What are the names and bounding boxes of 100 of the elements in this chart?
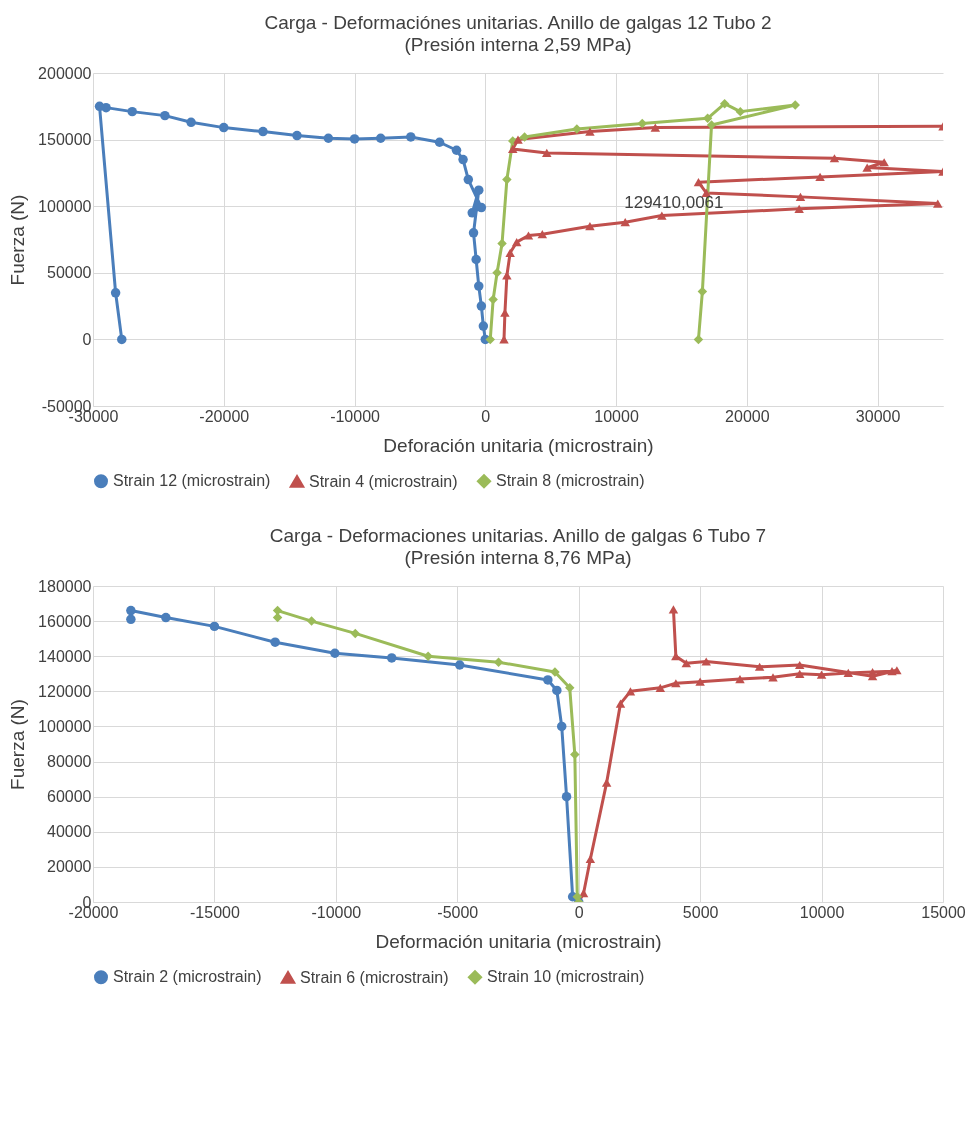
point xyxy=(127,106,137,117)
point xyxy=(879,158,889,167)
point xyxy=(160,110,170,121)
y-tick-label: 0 xyxy=(82,330,92,348)
x-tick-label: 0 xyxy=(481,407,491,425)
x-tick-label: 10000 xyxy=(799,903,845,921)
point xyxy=(126,605,136,616)
point xyxy=(815,172,825,181)
legend-label: Strain 8 (microstrain) xyxy=(496,472,645,490)
point xyxy=(454,660,465,670)
point xyxy=(637,118,647,129)
point xyxy=(719,98,730,109)
point xyxy=(585,854,596,864)
point xyxy=(292,130,302,141)
point xyxy=(117,334,127,345)
point xyxy=(794,660,805,670)
x-axis-title: Deformación unitaria (microstrain) xyxy=(375,930,662,952)
point xyxy=(735,106,746,117)
y-axis-title: Fuerza (N) xyxy=(7,194,29,286)
point xyxy=(476,301,487,311)
point xyxy=(492,268,502,278)
y-tick-label: 140000 xyxy=(38,647,92,665)
x-tick-label: -15000 xyxy=(190,903,240,921)
x-tick-label: -20000 xyxy=(199,407,250,425)
point xyxy=(270,637,280,647)
legend-label: Strain 2 (microstrain) xyxy=(113,968,262,986)
legend-label: Strain 6 (microstrain) xyxy=(300,968,449,986)
point xyxy=(523,231,534,240)
point xyxy=(701,657,711,666)
point xyxy=(386,653,397,663)
legend-label: Strain 12 (microstrain) xyxy=(113,472,271,490)
point xyxy=(468,228,479,238)
point xyxy=(488,294,498,305)
point xyxy=(657,211,667,220)
point xyxy=(585,222,595,231)
point xyxy=(451,145,462,155)
point xyxy=(681,659,692,668)
point xyxy=(330,648,340,658)
point xyxy=(706,120,717,130)
point xyxy=(478,321,489,331)
y-axis-title: Fuerza (N) xyxy=(7,699,29,790)
point xyxy=(375,133,386,143)
point xyxy=(434,137,445,147)
point xyxy=(209,621,220,632)
point xyxy=(323,133,334,143)
point xyxy=(601,778,612,787)
point xyxy=(655,683,666,692)
point xyxy=(519,132,530,142)
y-tick-label: 60000 xyxy=(47,788,92,806)
point xyxy=(585,127,595,136)
point xyxy=(735,674,745,684)
y-tick-label: 120000 xyxy=(38,682,92,700)
x-tick-label: 5000 xyxy=(682,903,719,921)
point xyxy=(406,132,416,142)
legend-label: Strain 10 (microstrain) xyxy=(487,968,645,986)
chart-subtitle: (Presión interna 2,59 MPa) xyxy=(404,34,632,55)
point xyxy=(474,281,484,291)
point xyxy=(161,612,171,623)
y-tick-label: 200000 xyxy=(38,64,92,82)
legend-label: Strain 4 (microstrain) xyxy=(309,472,458,490)
point xyxy=(693,334,704,345)
point xyxy=(537,230,548,239)
y-tick-label: 80000 xyxy=(47,753,92,771)
point xyxy=(795,192,806,201)
point xyxy=(816,670,827,679)
x-tick-label: -10000 xyxy=(330,407,381,425)
point xyxy=(542,148,552,158)
point xyxy=(350,628,361,639)
point xyxy=(110,288,121,298)
point xyxy=(458,154,468,165)
y-tick-label: 150000 xyxy=(38,131,92,149)
point xyxy=(505,248,515,257)
point xyxy=(933,199,943,208)
point xyxy=(754,662,765,671)
chart-title: Carga - Deformaciónes unitarias. Anillo de galgas 12 Tubo 2 xyxy=(264,12,772,33)
point xyxy=(693,178,704,187)
x-axis-title: Deforación unitaria (microstrain) xyxy=(383,434,654,456)
y-tick-label: 40000 xyxy=(47,823,92,841)
point xyxy=(474,185,484,195)
point xyxy=(794,204,804,213)
point xyxy=(471,254,481,265)
point xyxy=(620,218,630,227)
point xyxy=(790,100,800,110)
y-tick-label: 160000 xyxy=(38,612,92,630)
y-tick-label: 100000 xyxy=(38,197,92,215)
y-tick-label: 180000 xyxy=(38,577,92,595)
point xyxy=(556,721,567,732)
x-tick-label: 30000 xyxy=(855,407,901,425)
point xyxy=(258,126,268,137)
point xyxy=(186,117,196,128)
point xyxy=(423,651,433,661)
point xyxy=(650,123,661,132)
point xyxy=(463,174,474,185)
point xyxy=(94,101,105,112)
y-tick-label: 50000 xyxy=(47,264,92,282)
point xyxy=(126,614,136,625)
point xyxy=(843,668,854,678)
point xyxy=(306,616,317,626)
point xyxy=(671,679,681,688)
point xyxy=(668,605,679,614)
